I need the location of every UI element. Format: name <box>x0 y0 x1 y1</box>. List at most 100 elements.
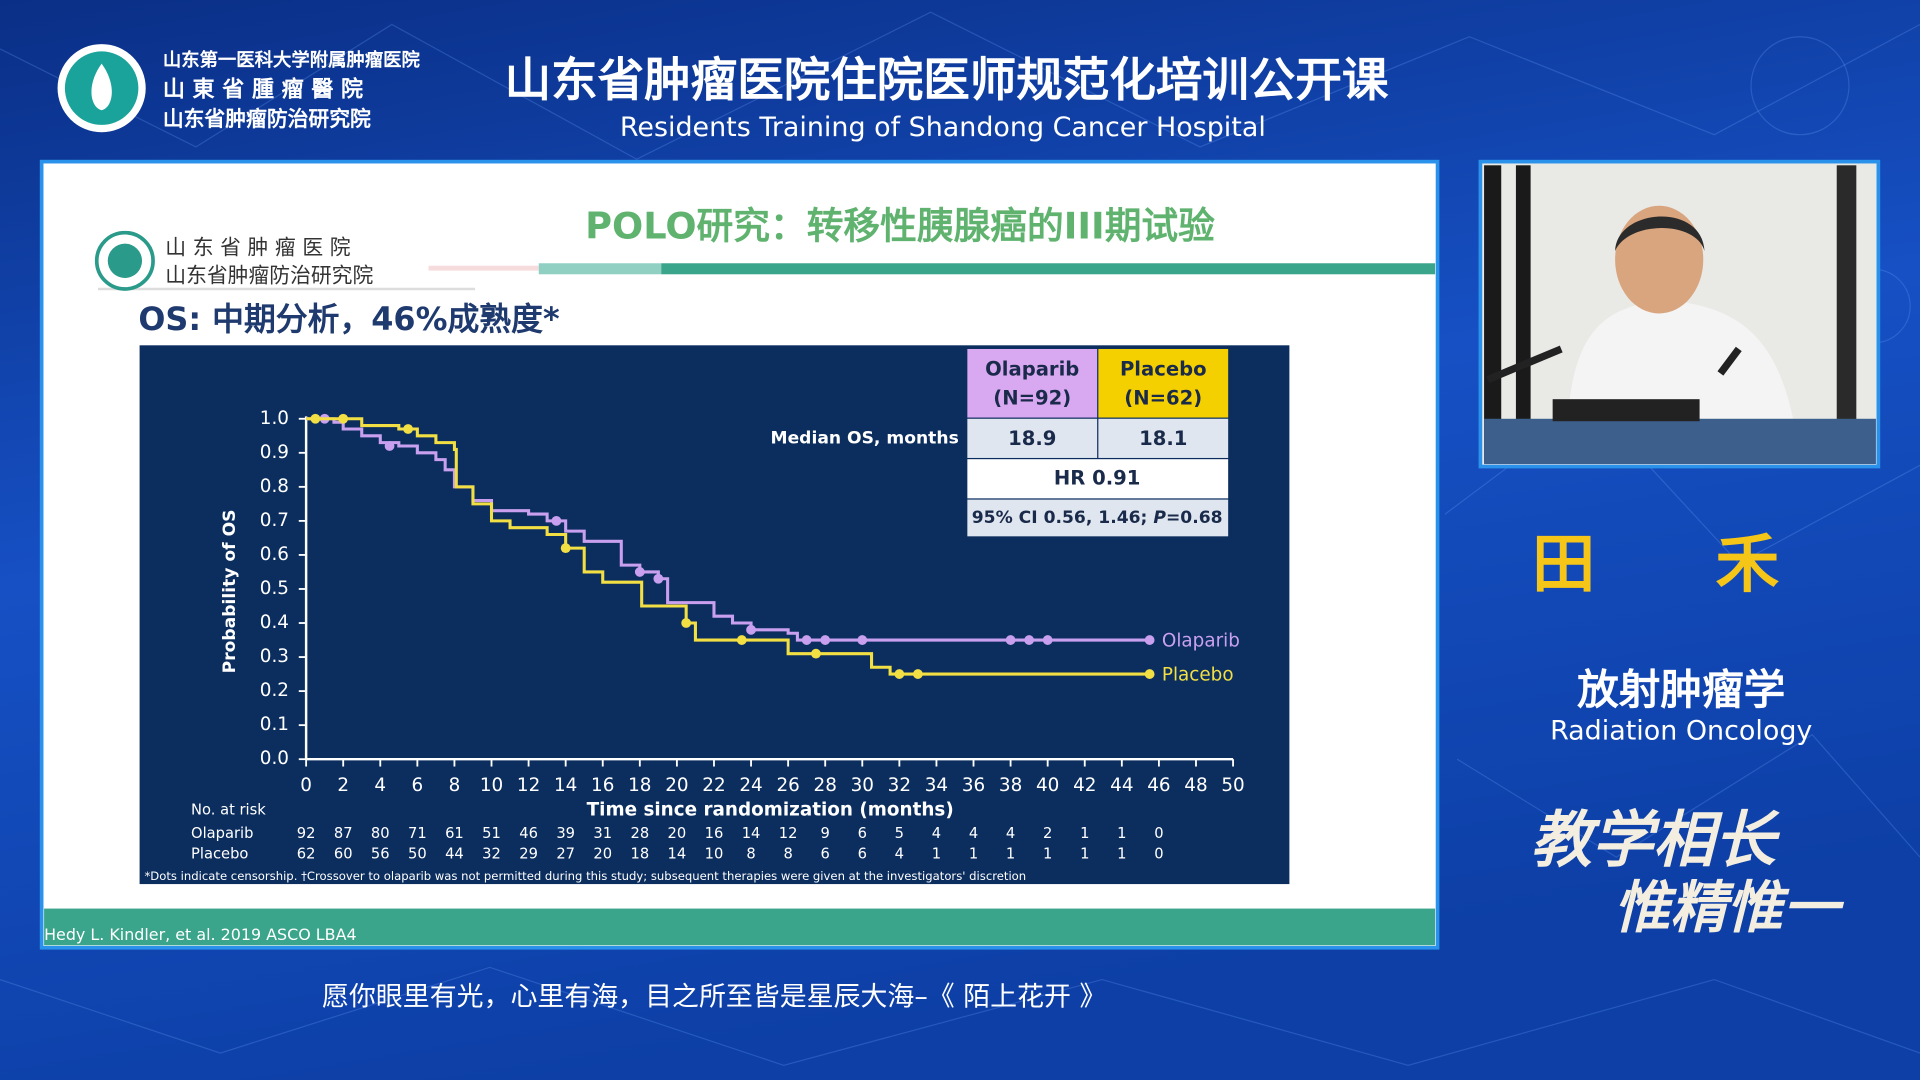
x-tick-label: 20 <box>665 775 688 796</box>
risk-count: 14 <box>668 846 687 863</box>
speaker-department-en: Radiation Oncology <box>1550 716 1812 747</box>
x-tick-label: 4 <box>374 775 386 796</box>
org-line: 山东第一医科大学附属肿瘤医院 <box>163 49 421 71</box>
header-cell <box>1098 348 1229 418</box>
slide-logo-core <box>107 243 143 278</box>
risk-count: 60 <box>334 846 353 863</box>
risk-count: 5 <box>895 825 904 842</box>
risk-row-label: Olaparib <box>191 825 253 842</box>
censor-dot <box>681 618 692 628</box>
risk-count: 0 <box>1154 846 1163 863</box>
x-tick-label: 0 <box>300 775 312 796</box>
cell <box>967 499 1229 537</box>
header-title: 山东省肿瘤医院住院医师规范化培训公开课 <box>505 53 1389 107</box>
speaker-head <box>1615 205 1704 314</box>
risk-count: 29 <box>519 846 538 863</box>
citation: Hedy L. Kindler, et al. 2019 ASCO LBA4 <box>44 925 357 944</box>
x-tick-label: 6 <box>412 775 424 796</box>
censor-dot <box>1005 635 1016 645</box>
speaker-department: 放射肿瘤学 <box>1577 665 1785 714</box>
risk-row-label: Placebo <box>191 846 248 863</box>
risk-count: 6 <box>821 846 830 863</box>
y-tick-label: 0.0 <box>260 748 289 769</box>
plot: 0.00.10.20.30.40.50.60.70.80.91.00 2 4 6 8 10… <box>191 408 1245 863</box>
risk-count: 9 <box>821 825 830 842</box>
slide-title: POLO研究：转移性胰腺癌的III期试验 <box>585 204 1215 247</box>
censor-dot <box>857 635 868 645</box>
risk-count: 27 <box>556 846 575 863</box>
x-tick-label: 38 <box>999 775 1022 796</box>
header-text: Placebo <box>1120 357 1207 380</box>
risk-count: 1 <box>932 846 941 863</box>
risk-count: 62 <box>297 846 316 863</box>
risk-count: 31 <box>593 825 612 842</box>
risk-count: 1 <box>1117 846 1126 863</box>
x-tick-label: 18 <box>628 775 651 796</box>
ci-text: 95% CI 0.56, 1.46; <box>972 508 1154 528</box>
risk-count: 1 <box>1006 846 1015 863</box>
series-label: Olaparib <box>1162 630 1240 651</box>
risk-count: 71 <box>408 825 427 842</box>
laptop <box>1552 399 1700 422</box>
wall-stripe <box>1515 165 1531 463</box>
x-tick-label: 8 <box>449 775 461 796</box>
slide-heading: OS: 中期分析，46%成熟度* <box>138 300 559 338</box>
y-tick-label: 0.9 <box>260 442 289 463</box>
x-tick-label: 50 <box>1221 775 1244 796</box>
risk-count: 1 <box>1080 825 1089 842</box>
risk-count: 92 <box>297 825 316 842</box>
slide-footer-bar <box>44 908 1436 946</box>
row-label: Median OS, months <box>771 428 959 448</box>
censor-dot <box>338 413 349 424</box>
censor-dot <box>811 648 821 659</box>
x-tick-label: 48 <box>1184 775 1207 796</box>
risk-count: 28 <box>630 825 649 842</box>
x-tick-label: 16 <box>591 775 614 796</box>
podium <box>1484 418 1876 465</box>
censor-dot <box>1024 635 1035 645</box>
cell <box>967 459 1229 499</box>
x-tick-label: 14 <box>554 775 577 796</box>
x-tick-label: 22 <box>702 775 725 796</box>
risk-count: 1 <box>1117 825 1126 842</box>
survival-curve <box>306 417 1150 676</box>
title-rule <box>661 263 1436 275</box>
risk-count: 20 <box>668 825 687 842</box>
risk-count: 1 <box>1080 846 1089 863</box>
censor-dot <box>560 543 571 554</box>
speaker-coat <box>1567 300 1794 423</box>
speaker-hair <box>1615 216 1705 252</box>
caption: 愿你眼里有光，心里有海，目之所至皆是星辰大海–《 陌上花开 》 <box>322 981 1106 1012</box>
microphone <box>1486 345 1563 383</box>
risk-count: 80 <box>371 825 390 842</box>
censor-dot <box>310 413 321 424</box>
risk-count: 56 <box>371 846 390 863</box>
risk-count: 4 <box>895 846 904 863</box>
risk-count: 44 <box>445 846 464 863</box>
x-tick-label: 2 <box>337 775 349 796</box>
y-tick-label: 0.1 <box>260 714 289 735</box>
x-tick-label: 40 <box>1036 775 1059 796</box>
title-rule-light <box>538 263 662 275</box>
risk-count: 8 <box>783 846 792 863</box>
ci-text: =0.68 <box>1166 508 1223 528</box>
x-tick-label: 44 <box>1110 775 1133 796</box>
confidence-interval: 95% CI 0.56, 1.46; P=0.68 <box>972 508 1223 528</box>
risk-count: 0 <box>1154 825 1163 842</box>
x-tick-label: 36 <box>962 775 985 796</box>
censor-dot <box>384 441 395 451</box>
risk-count: 1 <box>1043 846 1052 863</box>
censor-dot <box>634 567 645 577</box>
risk-count: 2 <box>1043 825 1052 842</box>
cell <box>1098 418 1229 458</box>
censor-dot <box>820 635 831 645</box>
risk-count: 16 <box>705 825 724 842</box>
header-text: (N=92) <box>993 387 1071 410</box>
risk-title: No. at risk <box>191 802 266 819</box>
censor-dot <box>653 573 664 584</box>
org-line: 山东省肿瘤防治研究院 <box>163 107 371 131</box>
censor-dot <box>801 635 812 645</box>
logo-flame <box>91 63 112 111</box>
